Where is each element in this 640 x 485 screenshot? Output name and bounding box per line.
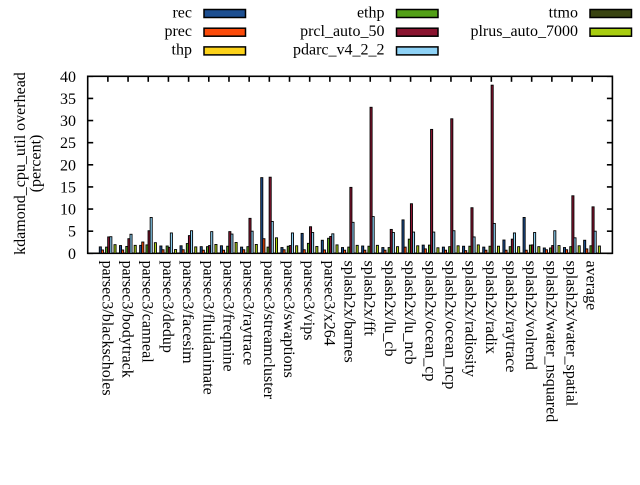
svg-text:parsec3/streamcluster: parsec3/streamcluster (260, 261, 277, 400)
svg-text:parsec3/freqmine: parsec3/freqmine (219, 261, 236, 372)
svg-text:10: 10 (60, 202, 76, 219)
svg-text:ethp: ethp (357, 4, 385, 21)
svg-text:ttmo: ttmo (549, 4, 578, 21)
svg-text:splash2x/ocean_cp: splash2x/ocean_cp (421, 261, 438, 382)
svg-text:parsec3/bodytrack: parsec3/bodytrack (119, 261, 136, 378)
svg-text:splash2x/radiosity: splash2x/radiosity (462, 261, 479, 377)
svg-text:0: 0 (68, 246, 76, 263)
svg-text:5: 5 (68, 224, 76, 241)
svg-text:splash2x/ocean_ncp: splash2x/ocean_ncp (441, 261, 458, 390)
svg-text:plrus_auto_7000: plrus_auto_7000 (470, 23, 578, 40)
svg-text:splash2x/volrend: splash2x/volrend (522, 261, 539, 370)
svg-text:parsec3/facesim: parsec3/facesim (179, 261, 196, 365)
svg-text:thp: thp (172, 42, 192, 59)
svg-text:25: 25 (60, 135, 76, 152)
svg-text:splash2x/lu_ncb: splash2x/lu_ncb (401, 261, 418, 365)
svg-text:parsec3/vips: parsec3/vips (300, 261, 317, 341)
svg-text:prcl_auto_50: prcl_auto_50 (300, 23, 384, 40)
svg-text:parsec3/raytrace: parsec3/raytrace (240, 261, 257, 366)
svg-text:(percent): (percent) (28, 135, 45, 193)
svg-text:40: 40 (60, 69, 76, 86)
svg-text:parsec3/canneal: parsec3/canneal (139, 261, 156, 364)
svg-text:average: average (583, 261, 600, 311)
svg-text:rec: rec (172, 4, 192, 21)
svg-text:pdarc_v4_2_2: pdarc_v4_2_2 (293, 42, 385, 59)
svg-text:parsec3/dedup: parsec3/dedup (159, 261, 176, 353)
svg-text:parsec3/blackscholes: parsec3/blackscholes (98, 261, 115, 396)
svg-text:splash2x/raytrace: splash2x/raytrace (502, 261, 519, 373)
svg-text:kdamond_cpu_util overhead: kdamond_cpu_util overhead (12, 72, 29, 255)
svg-text:parsec3/fluidanimate: parsec3/fluidanimate (199, 261, 216, 395)
svg-text:prec: prec (164, 23, 192, 40)
svg-text:splash2x/water_nsquared: splash2x/water_nsquared (542, 261, 559, 423)
svg-text:splash2x/water_spatial: splash2x/water_spatial (563, 261, 580, 407)
svg-text:30: 30 (60, 113, 76, 130)
svg-text:splash2x/fft: splash2x/fft (361, 261, 378, 337)
svg-text:splash2x/barnes: splash2x/barnes (341, 261, 358, 363)
svg-text:splash2x/lu_cb: splash2x/lu_cb (381, 261, 398, 357)
svg-text:15: 15 (60, 179, 76, 196)
svg-text:parsec3/x264: parsec3/x264 (320, 261, 337, 346)
svg-text:splash2x/radix: splash2x/radix (482, 261, 499, 354)
svg-text:20: 20 (60, 157, 76, 174)
svg-text:parsec3/swaptions: parsec3/swaptions (280, 261, 297, 378)
svg-text:35: 35 (60, 91, 76, 108)
